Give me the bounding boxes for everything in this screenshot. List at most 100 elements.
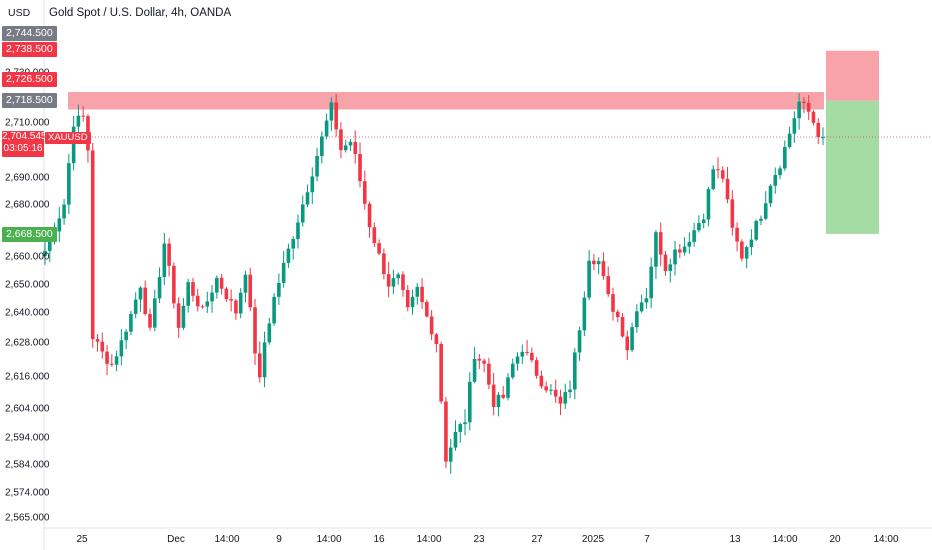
stop-loss-zone[interactable]: [826, 50, 879, 101]
candle-body: [143, 287, 148, 314]
y-tick-label: 2,640.000: [5, 308, 50, 319]
x-tick-label: 23: [473, 534, 485, 545]
candle-body: [487, 363, 491, 385]
candle-body: [57, 218, 62, 232]
candle-body: [759, 218, 763, 221]
candle-body: [577, 330, 582, 353]
candle-body: [706, 189, 711, 220]
y-tick-label: 2,574.000: [5, 488, 50, 499]
y-tick-label: 2,680.000: [5, 200, 50, 211]
candle-body: [95, 339, 100, 342]
candle-body: [558, 396, 563, 404]
resistance-zone[interactable]: [68, 92, 824, 110]
candle-body: [682, 246, 687, 253]
candle-body: [300, 204, 305, 223]
candle-body: [320, 136, 324, 156]
trade-zones: [44, 50, 932, 234]
candle-body: [763, 203, 768, 219]
candle-body: [281, 262, 286, 284]
candle-body: [425, 302, 429, 317]
candle-body: [701, 219, 706, 224]
candle-body: [267, 323, 272, 343]
candle-body: [324, 120, 329, 137]
y-tick-label: 2,594.000: [5, 433, 50, 444]
candle-body: [620, 317, 625, 337]
candle-body: [229, 299, 233, 301]
candle-body: [811, 111, 816, 123]
candle-body: [377, 243, 381, 254]
candle-body: [448, 447, 453, 462]
currency-unit[interactable]: USD: [8, 7, 31, 19]
candle-body: [444, 401, 448, 462]
x-tick-label: 16: [373, 534, 385, 545]
price-label-entry: 2,718.500: [2, 93, 57, 108]
candle-body: [687, 241, 692, 247]
candle-body: [501, 394, 506, 398]
y-tick-label: 2,565.000: [5, 513, 50, 524]
price-scale-separator: [43, 0, 932, 550]
candle-body: [210, 292, 214, 302]
candle-body: [315, 155, 319, 177]
candle-body: [778, 168, 782, 176]
candle-body: [234, 300, 238, 314]
x-tick-label: 9: [276, 534, 282, 545]
candle-body: [553, 389, 558, 397]
candle-body: [391, 278, 396, 287]
candle-body: [596, 261, 601, 265]
candle-body: [601, 261, 606, 277]
candle-body: [816, 122, 821, 138]
candle-body: [420, 286, 424, 303]
current-price-value: 2,704.545: [2, 131, 47, 142]
take-profit-zone[interactable]: [826, 100, 879, 234]
candle-body: [592, 260, 596, 265]
candle-body: [219, 277, 224, 289]
candle-body: [329, 102, 334, 121]
time-axis[interactable]: 25 Dec 14:00 9 14:00 16 14:00 23 27 2025 7 13 14:00 2…: [76, 534, 899, 545]
candle-body: [692, 230, 696, 242]
candle-body: [200, 306, 205, 308]
candle-body: [105, 351, 109, 364]
price-label-stop: 2,738.500: [2, 42, 57, 57]
candle-body: [477, 358, 482, 361]
candle-body: [172, 265, 176, 304]
candle-body: [534, 360, 539, 376]
candle-body: [129, 313, 133, 332]
candle-body: [749, 239, 754, 248]
candle-body: [806, 102, 811, 112]
candle-body: [310, 176, 315, 193]
candle-body: [783, 147, 787, 169]
x-tick-label: 2025: [582, 534, 605, 545]
candle-body: [668, 264, 673, 271]
candle-body: [482, 360, 486, 364]
candle-body: [405, 289, 410, 308]
candle-body: [606, 276, 611, 295]
candle-body: [277, 283, 281, 297]
candle-body: [725, 178, 730, 200]
candle-body: [515, 356, 520, 364]
bar-countdown: 03:05:16: [3, 143, 43, 154]
candle-body: [458, 424, 463, 432]
candle-body: [491, 384, 496, 408]
x-tick-label: 14:00: [316, 534, 341, 545]
candle-body: [563, 392, 568, 404]
candle-body: [673, 249, 677, 265]
candle-body: [697, 223, 701, 231]
candle-body: [644, 298, 649, 303]
candle-body: [167, 243, 171, 266]
candle-body: [463, 422, 467, 425]
candle-body: [343, 145, 348, 151]
candle-body: [773, 175, 778, 186]
candle-body: [792, 118, 797, 134]
candle-body: [735, 227, 739, 242]
y-tick-label: 2,604.000: [5, 404, 50, 415]
candle-body: [496, 394, 501, 408]
symbol-tag: XAUUSD: [45, 132, 91, 144]
candle-body: [362, 181, 367, 204]
candle-body: [401, 274, 405, 290]
candle-body: [415, 286, 420, 297]
chart-title: Gold Spot / U.S. Dollar, 4h, OANDA: [49, 7, 232, 19]
candle-body: [248, 274, 253, 308]
candle-body: [334, 102, 338, 130]
candle-body: [625, 336, 630, 351]
